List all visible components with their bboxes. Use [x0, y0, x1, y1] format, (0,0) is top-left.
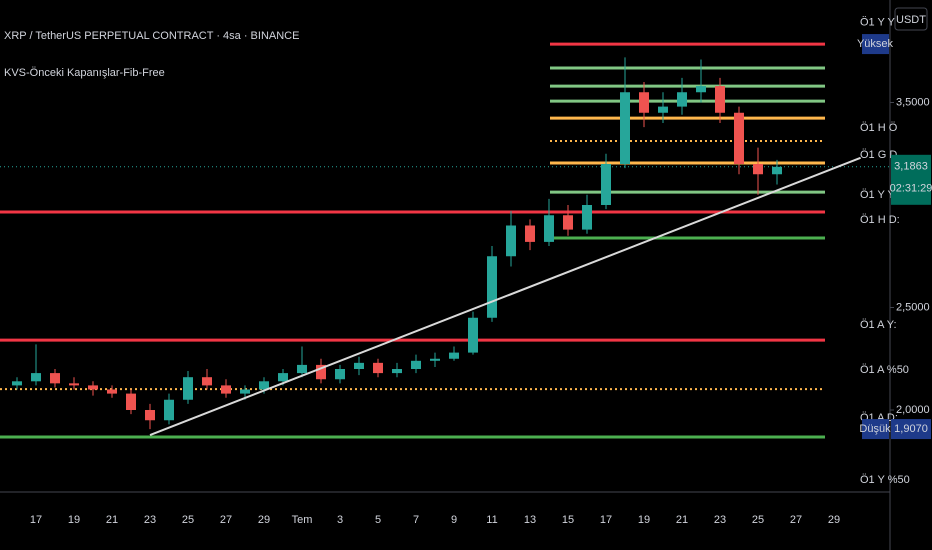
x-tick-label: 3	[337, 514, 343, 526]
candle-body	[202, 377, 212, 386]
y-tick-label: 2,5000	[896, 301, 930, 313]
candle-body	[88, 385, 98, 390]
x-tick-label: 19	[68, 514, 80, 526]
candle-body	[221, 385, 231, 394]
candle-body	[430, 358, 440, 361]
candle-body	[126, 393, 136, 410]
high-label: Yüksek	[857, 38, 894, 50]
candle-body	[69, 383, 79, 386]
y-tick-label: 2,0000	[896, 404, 930, 416]
candle-body	[145, 410, 155, 421]
x-tick-label: 23	[714, 514, 726, 526]
x-tick-label: 13	[524, 514, 536, 526]
candle-body	[107, 389, 117, 394]
level-label: Ö1 Y Y	[860, 16, 896, 28]
x-tick-label: 5	[375, 514, 381, 526]
high-badge	[862, 34, 889, 55]
x-tick-label: 21	[676, 514, 688, 526]
level-label: Ö1 H Ö	[860, 122, 898, 134]
x-tick-label: 17	[30, 514, 42, 526]
level-label: Ö1 A Y:	[860, 319, 897, 331]
trend-line	[149, 156, 861, 436]
x-tick-label: 29	[828, 514, 840, 526]
low-badge	[862, 419, 889, 440]
countdown: 02:31:29	[890, 183, 932, 195]
candle-body	[487, 256, 497, 318]
level-label: Ö1 H D:	[860, 214, 900, 226]
x-tick-label: 19	[638, 514, 650, 526]
low-label: Düşük	[859, 423, 891, 435]
candle-body	[772, 166, 782, 175]
candle-body	[468, 317, 478, 353]
x-tick-label: 27	[220, 514, 232, 526]
candle-body	[563, 215, 573, 230]
candle-body	[259, 381, 269, 390]
level-label: Ö1 Y %50	[860, 474, 910, 486]
candle-body	[50, 373, 60, 384]
candle-body	[677, 92, 687, 107]
currency-button[interactable]	[894, 7, 928, 31]
y-tick-label: 3,5000	[896, 96, 930, 108]
candle-body	[696, 86, 706, 93]
candle-body	[506, 225, 516, 257]
candle-body	[335, 369, 345, 380]
candle-body	[715, 86, 725, 113]
candle-body	[392, 369, 402, 374]
x-tick-label: 15	[562, 514, 574, 526]
candle-body	[316, 364, 326, 380]
level-label: Ö1 Y Y:	[860, 189, 897, 201]
x-tick-label: 23	[144, 514, 156, 526]
level-label: Ö1 A %50	[860, 364, 909, 376]
price-label: 3,1863	[894, 161, 928, 173]
candle-body	[544, 215, 554, 242]
candle-body	[525, 225, 535, 242]
low-price-badge	[891, 419, 931, 440]
x-tick-label: 21	[106, 514, 118, 526]
chart-title: XRP / TetherUS PERPETUAL CONTRACT · 4sa …	[4, 30, 299, 42]
candle-body	[183, 377, 193, 400]
indicator-name: KVS-Önceki Kapanışlar-Fib-Free	[4, 67, 165, 79]
candle-body	[753, 164, 763, 175]
candle-body	[582, 205, 592, 230]
candle-body	[620, 92, 630, 164]
candle-body	[240, 389, 250, 394]
x-tick-label: 9	[451, 514, 457, 526]
level-label: Ö1 G D	[860, 149, 897, 161]
x-tick-label: 27	[790, 514, 802, 526]
candle-body	[734, 112, 744, 164]
candle-body	[297, 364, 307, 374]
low-price-label: 1,9070	[894, 423, 928, 435]
candle-body	[601, 164, 611, 205]
x-tick-label: 7	[413, 514, 419, 526]
candle-body	[354, 362, 364, 369]
x-tick-label: 17	[600, 514, 612, 526]
candle-body	[12, 381, 22, 386]
candle-body	[411, 360, 421, 369]
candle-body	[449, 352, 459, 359]
currency-label[interactable]: USDT	[896, 14, 926, 26]
candle-body	[164, 399, 174, 421]
candle-body	[373, 362, 383, 374]
x-tick-label: 29	[258, 514, 270, 526]
candle-body	[639, 92, 649, 113]
x-tick-label: 25	[752, 514, 764, 526]
candle-body	[278, 373, 288, 382]
candle-body	[31, 373, 41, 382]
x-tick-label: Tem	[292, 514, 313, 526]
candle-body	[658, 106, 668, 113]
x-tick-label: 25	[182, 514, 194, 526]
price-badge	[891, 154, 931, 205]
x-tick-label: 11	[486, 514, 497, 526]
